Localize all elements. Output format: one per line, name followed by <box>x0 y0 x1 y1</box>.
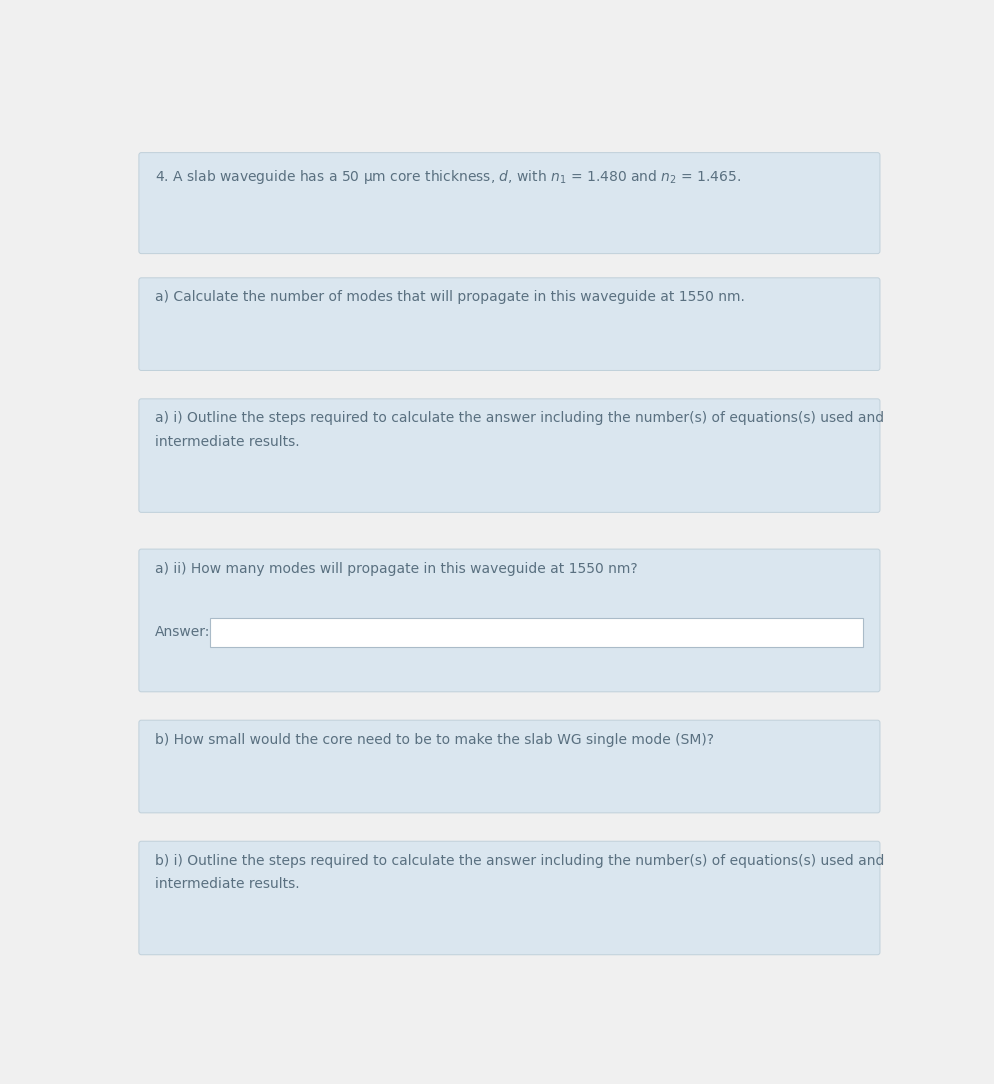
Text: b) i) Outline the steps required to calculate the answer including the number(s): b) i) Outline the steps required to calc… <box>155 854 885 868</box>
FancyBboxPatch shape <box>139 153 880 254</box>
FancyBboxPatch shape <box>139 550 880 692</box>
Text: Answer:: Answer: <box>155 625 211 640</box>
Text: intermediate results.: intermediate results. <box>155 877 299 891</box>
FancyBboxPatch shape <box>139 841 880 955</box>
FancyBboxPatch shape <box>139 278 880 371</box>
Text: b) How small would the core need to be to make the slab WG single mode (SM)?: b) How small would the core need to be t… <box>155 733 714 747</box>
Text: a) Calculate the number of modes that will propagate in this waveguide at 1550 n: a) Calculate the number of modes that wi… <box>155 291 745 305</box>
FancyBboxPatch shape <box>210 618 863 647</box>
FancyBboxPatch shape <box>139 720 880 813</box>
Text: a) ii) How many modes will propagate in this waveguide at 1550 nm?: a) ii) How many modes will propagate in … <box>155 562 638 576</box>
Text: 4. A slab waveguide has a 50 μm core thickness, $d$, with $n_1$ = 1.480 and $n_2: 4. A slab waveguide has a 50 μm core thi… <box>155 168 742 185</box>
Text: a) i) Outline the steps required to calculate the answer including the number(s): a) i) Outline the steps required to calc… <box>155 411 885 425</box>
FancyBboxPatch shape <box>139 399 880 513</box>
Text: intermediate results.: intermediate results. <box>155 435 299 449</box>
